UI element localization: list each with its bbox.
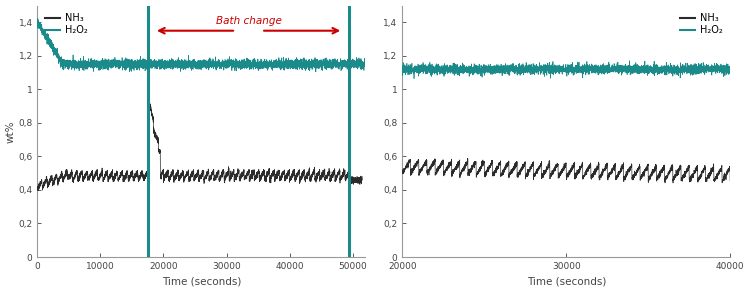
Text: Bath change: Bath change <box>216 16 281 26</box>
Y-axis label: wt%: wt% <box>5 120 16 142</box>
X-axis label: Time (seconds): Time (seconds) <box>526 277 606 286</box>
Legend: NH₃, H₂O₂: NH₃, H₂O₂ <box>677 11 725 38</box>
X-axis label: Time (seconds): Time (seconds) <box>162 277 241 286</box>
Legend: NH₃, H₂O₂: NH₃, H₂O₂ <box>42 11 90 38</box>
